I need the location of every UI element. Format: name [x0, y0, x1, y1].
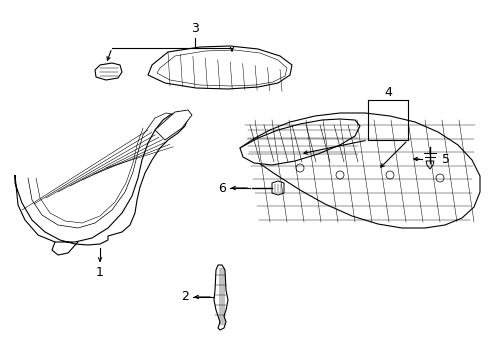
Polygon shape	[240, 113, 479, 228]
Text: 5: 5	[441, 153, 449, 166]
Polygon shape	[15, 112, 187, 245]
Polygon shape	[155, 110, 192, 140]
Text: 3: 3	[191, 22, 199, 35]
Polygon shape	[214, 265, 227, 330]
Text: 4: 4	[383, 86, 391, 99]
Text: 2: 2	[181, 291, 188, 303]
Polygon shape	[95, 63, 122, 80]
Polygon shape	[240, 119, 359, 165]
Text: 6: 6	[218, 181, 225, 194]
Text: 1: 1	[96, 266, 104, 279]
Polygon shape	[425, 161, 433, 169]
Polygon shape	[148, 46, 291, 89]
Polygon shape	[271, 181, 284, 195]
